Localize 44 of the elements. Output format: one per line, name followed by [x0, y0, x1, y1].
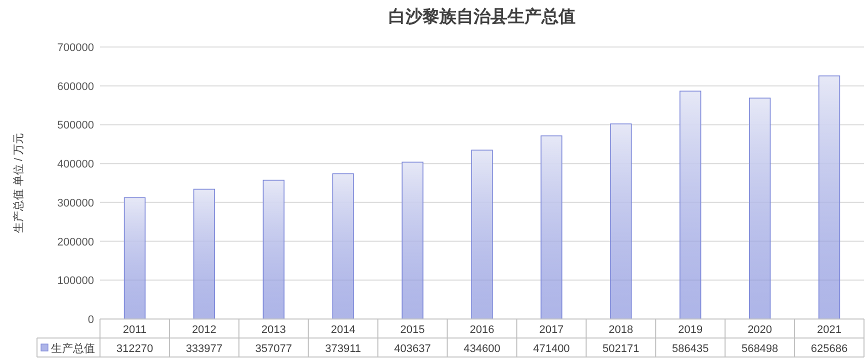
y-tick-label: 700000 [57, 42, 94, 54]
x-tick-label: 2015 [400, 324, 425, 336]
y-tick-label: 600000 [57, 80, 94, 93]
bar [749, 98, 771, 320]
y-tick-label: 500000 [57, 120, 94, 132]
y-tick-label: 400000 [57, 158, 94, 171]
x-tick-label: 2013 [261, 324, 286, 336]
y-axis-title: 生产总值 单位 / 万元 [12, 132, 25, 234]
x-tick-label: 2018 [608, 324, 634, 336]
data-label: 403637 [394, 343, 431, 355]
data-label: 586435 [672, 343, 709, 355]
x-tick-label: 2019 [678, 324, 703, 336]
bar [680, 90, 702, 320]
bar [610, 123, 632, 320]
bar [332, 173, 354, 320]
data-label: 568498 [741, 343, 778, 355]
y-tick-label: 0 [88, 314, 94, 326]
data-label: 434600 [464, 343, 500, 355]
bar [262, 180, 284, 320]
data-label: 625686 [810, 343, 848, 355]
x-tick-label: 2020 [748, 324, 772, 336]
bar [193, 188, 215, 320]
data-label: 333977 [186, 343, 223, 355]
data-label: 357077 [255, 343, 292, 355]
x-tick-label: 2012 [192, 324, 216, 336]
data-label: 373911 [325, 343, 362, 355]
x-tick-label: 2016 [470, 324, 494, 336]
bar [402, 162, 424, 320]
x-tick-label: 2017 [539, 324, 564, 336]
data-label: 471400 [533, 343, 570, 355]
legend-label: 生产总值 [51, 342, 95, 355]
bar [540, 135, 562, 320]
y-tick-label: 300000 [57, 197, 94, 210]
bar [818, 75, 840, 320]
bar [124, 197, 146, 320]
x-tick-label: 2011 [122, 324, 147, 336]
x-tick-label: 2021 [817, 324, 842, 336]
y-tick-label: 200000 [57, 236, 94, 248]
data-label: 502171 [602, 343, 640, 355]
bar [471, 150, 493, 320]
chart-title: 白沙黎族自治县生产总值 [388, 7, 576, 26]
y-tick-label: 100000 [57, 275, 94, 288]
x-tick-label: 2014 [330, 324, 356, 336]
data-label: 312270 [116, 343, 154, 355]
